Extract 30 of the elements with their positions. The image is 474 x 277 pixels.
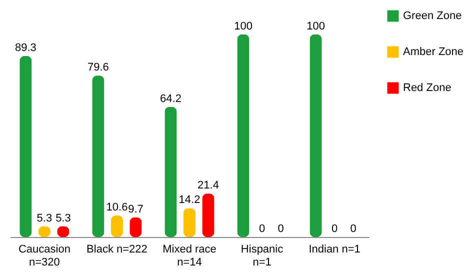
x-tick-label: Indian n=1 [308,244,360,256]
data-label: 5.3 [36,212,52,224]
x-tick-label: Caucasion n=320 [18,244,70,268]
bar [237,34,250,237]
data-label: 79.6 [88,62,109,74]
x-tick-label: Hispanic n=1 [240,244,284,268]
data-label: 9.7 [128,203,144,216]
x-tick-label: Black n=222 [86,244,148,256]
bar [184,208,196,237]
data-label: 64.2 [160,92,182,105]
data-label: 0 [278,223,284,235]
bar [164,106,177,237]
x-tick-label: Mixed race n=14 [162,244,216,268]
bar [310,34,322,237]
data-label: 0 [258,223,266,235]
bar [202,194,214,237]
data-label: 89.3 [14,42,36,54]
legend-label: Amber Zone [403,46,464,58]
data-label: 10.6 [106,202,128,214]
bar [20,56,32,237]
data-label: 5.3 [56,212,71,224]
data-label: 14.2 [178,194,200,206]
data-label: 0 [331,223,338,235]
data-label: 21.4 [198,180,219,192]
legend-label: Red Zone [403,82,452,94]
legend-label: Green Zone [403,10,462,22]
data-label: 0 [350,223,356,235]
data-label: 100 [306,20,325,32]
bar [92,76,104,237]
data-label: 100 [234,20,252,32]
